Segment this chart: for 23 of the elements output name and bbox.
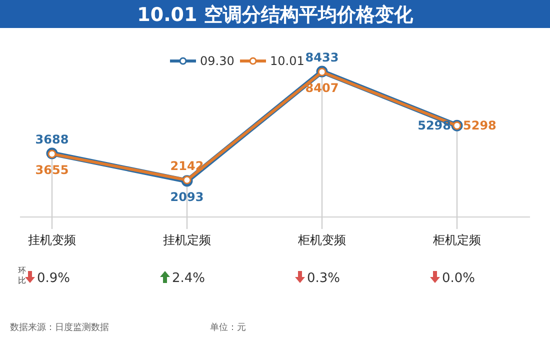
x-tick-label: 挂机定频 <box>163 233 211 247</box>
legend-label: 09.30 <box>200 54 234 68</box>
text: 单位：元 <box>210 322 246 333</box>
source-note: 数据来源：日度监测数据 <box>10 322 109 333</box>
chart-title: 10.01 空调分结构平均价格变化 <box>137 4 414 26</box>
data-label: 8433 <box>305 50 339 65</box>
point <box>182 176 192 184</box>
text: 0.9% <box>37 271 70 286</box>
text: 0.0% <box>442 271 476 286</box>
data-label: 3655 <box>35 162 69 177</box>
x-tick-label: 挂机变频 <box>28 233 76 247</box>
data-label: 8407 <box>305 80 339 95</box>
data-label: 5298 <box>418 118 451 133</box>
legend-label: 10.01 <box>270 54 304 68</box>
data-label: 5298 <box>463 118 496 133</box>
x-tick-label: 柜机定频 <box>432 233 481 247</box>
text: 0.3% <box>307 271 340 286</box>
x-tick-label: 柜机变频 <box>297 233 346 247</box>
data-label: 2093 <box>170 190 204 204</box>
text: 2.4% <box>172 271 206 286</box>
data-label: 3688 <box>35 132 69 146</box>
data-label: 2142 <box>170 159 204 174</box>
text: 环比 <box>18 266 26 285</box>
